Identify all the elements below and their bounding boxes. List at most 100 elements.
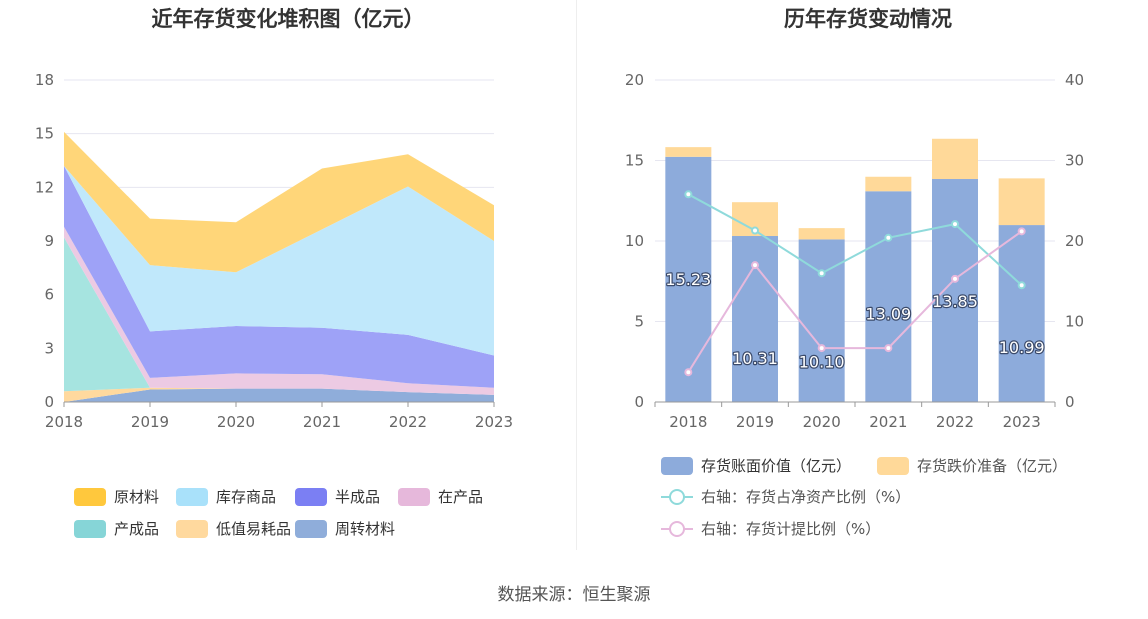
legend-swatch	[295, 488, 327, 506]
right-grid	[655, 79, 1055, 403]
legend-label: 在产品	[438, 488, 483, 506]
bar-2020-provision	[798, 228, 845, 240]
legend-label: 原材料	[114, 488, 159, 506]
legend-label: 存货跌价准备（亿元）	[917, 457, 1067, 475]
bar-2023-provision	[998, 178, 1045, 226]
y-left-tick-label: 5	[634, 313, 644, 331]
legend-swatch	[74, 520, 106, 538]
legend-label: 库存商品	[216, 488, 276, 506]
bar-2019-book-value	[732, 236, 778, 402]
data-source: 数据来源：恒生聚源	[497, 585, 651, 605]
bar-value-label: 13.85	[932, 292, 978, 311]
line-series-0	[687, 193, 1023, 287]
legend-label: 存货账面价值（亿元）	[701, 457, 851, 475]
bar-2021-provision	[865, 176, 912, 192]
y-right-tick-label: 30	[1065, 152, 1084, 170]
legend-swatch	[176, 520, 208, 538]
y-left-tick-label: 15	[625, 152, 644, 170]
right-axis: 0 5 10 15 20 0 10 20 30 40 2018 2019 2020 2021 2022 202…	[625, 71, 1084, 431]
line-point	[817, 344, 826, 353]
y-right-tick-label: 10	[1065, 313, 1084, 331]
x-tick-label: 2023	[1003, 413, 1041, 431]
x-tick-label: 2022	[936, 413, 974, 431]
line-point	[884, 344, 893, 353]
y-right-tick-label: 0	[1065, 393, 1075, 411]
right-chart-title: 历年存货变动情况	[784, 7, 952, 31]
bar-2022-provision	[932, 138, 978, 180]
x-tick-label: 2021	[869, 413, 907, 431]
legend-swatch	[398, 488, 430, 506]
legend-marker	[669, 521, 685, 537]
right-bars	[665, 138, 1045, 402]
line-point	[684, 368, 693, 377]
legend-swatch	[74, 488, 106, 506]
legend-label: 低值易耗品	[216, 520, 291, 538]
y-tick-label: 15	[35, 125, 54, 143]
legend-swatch	[661, 457, 693, 475]
y-tick-label: 18	[35, 71, 54, 89]
y-tick-label: 6	[44, 286, 54, 304]
y-left-tick-label: 0	[634, 393, 644, 411]
bar-value-label: 13.09	[865, 304, 911, 323]
legend-swatch	[295, 520, 327, 538]
bar-2022-book-value	[932, 179, 978, 402]
bar-2018-provision	[665, 147, 712, 157]
legend-marker	[669, 489, 685, 505]
right-lines	[684, 190, 1026, 377]
line-point	[951, 274, 959, 283]
y-tick-label: 12	[35, 178, 54, 196]
x-tick-label: 2019	[736, 413, 774, 431]
line-point	[1017, 227, 1026, 236]
bar-2023-book-value	[998, 225, 1045, 402]
area-半成品	[64, 165, 494, 388]
left-areas	[64, 131, 494, 402]
legend-label: 右轴：存货占净资产比例（%）	[701, 488, 910, 506]
x-tick-label: 2022	[389, 413, 427, 431]
legend-label: 半成品	[335, 488, 380, 506]
y-tick-label: 3	[44, 339, 54, 357]
line-point	[1017, 281, 1026, 290]
y-tick-label: 0	[44, 393, 54, 411]
left-chart-title: 近年存货变化堆积图（亿元）	[152, 7, 425, 31]
x-tick-label: 2020	[803, 413, 841, 431]
line-point	[751, 261, 759, 270]
bar-value-label: 10.31	[732, 349, 778, 368]
y-right-tick-label: 20	[1065, 232, 1084, 250]
line-point	[884, 233, 893, 242]
legend-label: 周转材料	[335, 520, 395, 538]
x-tick-label: 2018	[669, 413, 707, 431]
x-tick-label: 2023	[475, 413, 513, 431]
legend-swatch	[877, 457, 909, 475]
stacked-area-chart: 近年存货变化堆积图（亿元） 0 3 6 9 12 15 18 2018 2019 2020 2021…	[35, 7, 513, 538]
y-tick-label: 9	[44, 232, 54, 250]
line-point	[751, 226, 759, 235]
area-周转材料	[64, 388, 494, 402]
y-left-tick-label: 10	[625, 232, 644, 250]
area-原材料	[64, 131, 494, 273]
bar-value-label: 15.23	[665, 270, 711, 289]
line-point	[951, 220, 959, 229]
panel-divider	[576, 0, 577, 550]
area-产成品	[64, 237, 494, 395]
x-tick-label: 2020	[217, 413, 255, 431]
bar-2021-book-value	[865, 191, 912, 402]
bar-2020-book-value	[798, 239, 845, 402]
legend-swatch	[176, 488, 208, 506]
legend-label: 右轴：存货计提比例（%）	[701, 520, 880, 538]
line-series-1	[687, 230, 1023, 373]
bar-value-label: 10.99	[999, 338, 1045, 357]
x-tick-label: 2018	[45, 413, 83, 431]
area-库存商品	[64, 165, 494, 356]
x-tick-label: 2019	[131, 413, 169, 431]
y-right-tick-label: 40	[1065, 71, 1084, 89]
line-point	[817, 269, 826, 278]
line-point	[684, 190, 693, 199]
right-legend: 存货账面价值（亿元） 存货跌价准备（亿元） 右轴：存货占净资产比例（%） 右轴：存货计…	[661, 457, 1067, 538]
right-bar-labels: 15.23 10.31 10.10 13.09 13.85 10.99	[664, 269, 1046, 373]
bar-value-label: 10.10	[799, 352, 845, 371]
legend-label: 产成品	[114, 520, 159, 538]
y-left-tick-label: 20	[625, 71, 644, 89]
